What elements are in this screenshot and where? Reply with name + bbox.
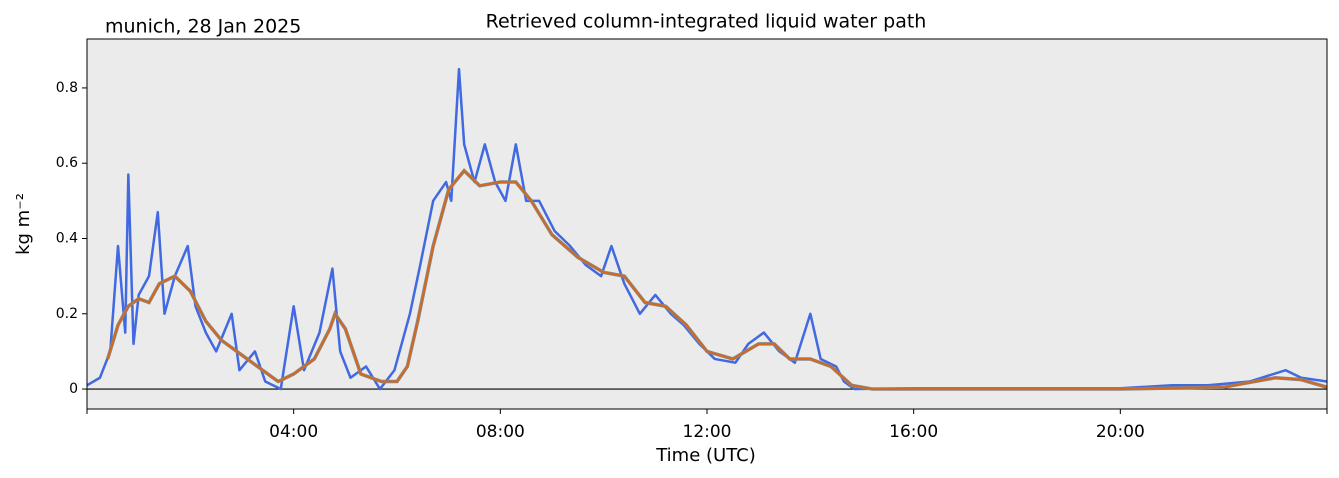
x-tick-label: 12:00 <box>683 422 732 442</box>
y-axis-label: kg m⁻² <box>13 193 34 255</box>
y-tick-label: 0.8 <box>56 80 78 96</box>
y-tick-label: 0 <box>69 381 78 397</box>
x-tick-label: 20:00 <box>1096 422 1145 442</box>
y-tick-label: 0.2 <box>56 306 78 322</box>
x-tick-label: 08:00 <box>476 422 525 442</box>
x-axis-label: Time (UTC) <box>655 445 756 466</box>
y-tick-label: 0.6 <box>56 155 78 171</box>
series-line <box>106 169 1328 391</box>
annotation: munich, 28 Jan 2025 <box>105 16 301 38</box>
x-tick-label: 04:00 <box>269 422 318 442</box>
chart-title: Retrieved column-integrated liquid water… <box>486 11 927 33</box>
plot-frame <box>86 38 1328 410</box>
x-tick-label: 16:00 <box>889 422 938 442</box>
y-tick-label: 0.4 <box>56 230 78 246</box>
plot-background <box>87 39 1327 409</box>
